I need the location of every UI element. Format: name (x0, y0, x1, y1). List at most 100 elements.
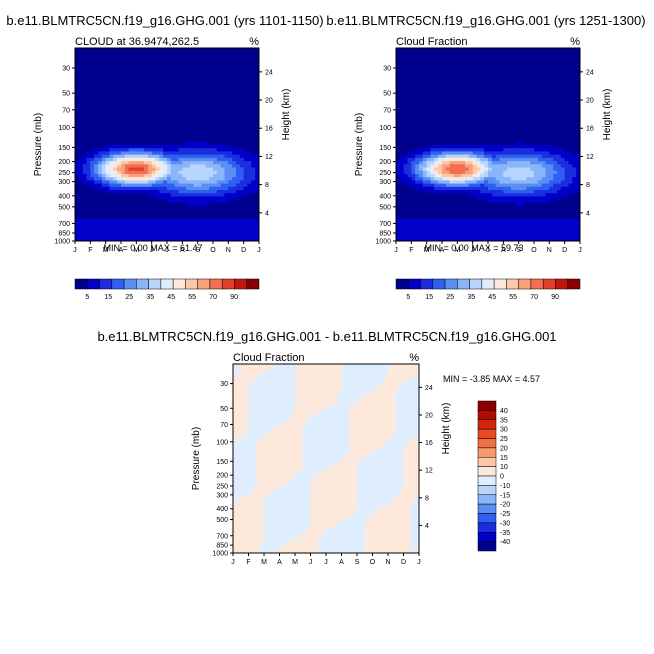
field-cell (251, 105, 256, 110)
field-cell (197, 70, 202, 75)
field-cell (170, 237, 176, 242)
field-cell (488, 170, 493, 174)
field-cell (197, 115, 202, 120)
field-cell (140, 186, 145, 191)
field-cell (426, 128, 431, 133)
field-cell (468, 150, 474, 155)
field-cell (75, 67, 80, 72)
field-cell (86, 170, 91, 174)
field-cell (232, 192, 237, 197)
field-cell (453, 237, 458, 242)
field-cell (522, 231, 527, 236)
field-cell (128, 67, 133, 72)
field-cell (224, 231, 229, 236)
field-cell (178, 234, 183, 239)
field-cell (113, 86, 118, 91)
field-cell (422, 76, 428, 81)
field-cell (430, 186, 435, 191)
field-cell (124, 70, 130, 75)
field-cell (480, 134, 485, 139)
field-cell (182, 121, 187, 126)
field-cell (163, 89, 168, 94)
field-cell (480, 57, 485, 62)
field-cell (507, 199, 512, 203)
field-cell (167, 86, 172, 91)
field-cell (144, 170, 149, 174)
field-cell (461, 157, 466, 162)
field-cell (151, 64, 156, 68)
field-cell (105, 202, 110, 207)
field-cell (518, 231, 523, 236)
field-cell (94, 67, 99, 72)
field-cell (75, 112, 80, 117)
field-cell (251, 80, 256, 84)
field-cell (399, 76, 405, 81)
field-cell (220, 112, 225, 117)
field-cell (82, 224, 87, 229)
field-cell (224, 93, 229, 97)
field-cell (426, 112, 431, 117)
field-cell (251, 173, 256, 178)
field-cell (488, 125, 493, 129)
field-cell (167, 212, 172, 216)
field-cell (499, 167, 504, 171)
field-cell (442, 67, 447, 72)
field-cell (136, 186, 141, 191)
field-cell (255, 163, 260, 168)
field-cell (132, 125, 137, 129)
field-cell (151, 131, 156, 136)
field-cell (224, 121, 229, 126)
field-cell (449, 163, 454, 168)
field-cell (438, 163, 443, 168)
field-cell (419, 54, 424, 59)
x-tick-label: D (241, 247, 246, 254)
field-cell (190, 237, 195, 242)
field-cell (159, 51, 164, 55)
field-cell (224, 167, 229, 171)
field-cell (174, 231, 179, 236)
field-cell (236, 179, 241, 184)
field-cell (190, 125, 195, 129)
field-cell (507, 157, 512, 162)
field-cell (155, 141, 160, 145)
field-cell (117, 192, 122, 197)
field-cell (488, 163, 493, 168)
field-cell (488, 195, 493, 200)
field-cell (422, 57, 428, 62)
field-cell (128, 176, 133, 181)
field-cell (228, 160, 233, 165)
field-cell (90, 176, 95, 181)
field-cell (228, 51, 233, 55)
field-cell (109, 160, 114, 165)
field-cell (465, 131, 470, 136)
field-cell (209, 186, 214, 191)
field-cell (205, 138, 210, 142)
field-cell (243, 150, 248, 155)
field-cell (476, 134, 481, 139)
field-cell (113, 115, 118, 120)
field-cell (422, 195, 428, 200)
field-cell (232, 199, 237, 203)
field-cell (109, 173, 114, 178)
field-cell (499, 64, 504, 68)
field-cell (488, 192, 493, 197)
field-cell (132, 173, 137, 178)
field-cell (507, 112, 512, 117)
field-cell (170, 86, 176, 91)
field-cell (243, 215, 248, 219)
field-cell (155, 115, 160, 120)
field-cell (461, 64, 466, 68)
field-cell (182, 125, 187, 129)
field-cell (193, 160, 199, 165)
field-cell (170, 170, 176, 174)
field-cell (178, 86, 183, 91)
field-cell (426, 212, 431, 216)
field-cell (514, 131, 520, 136)
field-cell (403, 170, 408, 174)
field-cell (75, 199, 80, 203)
field-cell (151, 173, 156, 178)
field-cell (461, 179, 466, 184)
field-cell (468, 170, 474, 174)
field-cell (507, 121, 512, 126)
field-cell (511, 102, 516, 107)
